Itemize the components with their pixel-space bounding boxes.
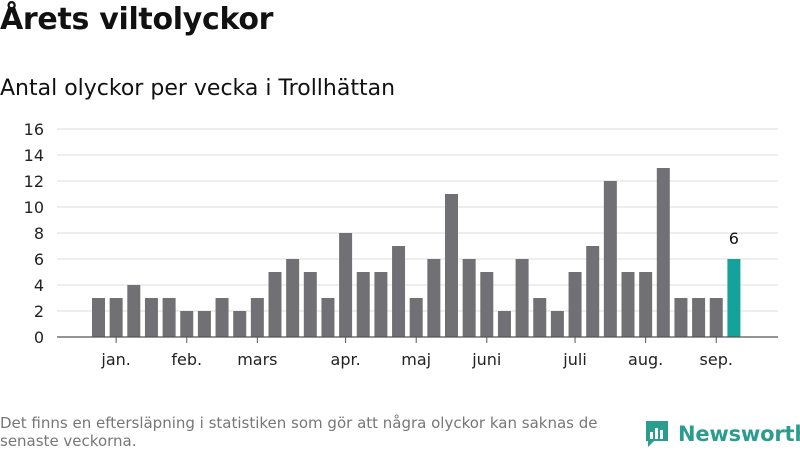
bar bbox=[550, 311, 564, 337]
bar bbox=[144, 298, 158, 337]
bar bbox=[180, 311, 194, 337]
bar bbox=[568, 272, 582, 337]
bar bbox=[197, 311, 211, 337]
y-tick-label: 14 bbox=[24, 146, 44, 165]
bar-value-label: 6 bbox=[729, 229, 739, 248]
bar bbox=[621, 272, 635, 337]
x-tick-label: apr. bbox=[331, 350, 361, 369]
bar bbox=[533, 298, 547, 337]
bar bbox=[215, 298, 229, 337]
footnote: Det finns en eftersläpning i statistiken… bbox=[0, 414, 598, 450]
brand-name: Newsworthy bbox=[678, 422, 800, 446]
bar bbox=[427, 259, 441, 337]
y-tick-label: 8 bbox=[34, 224, 44, 243]
bar bbox=[109, 298, 123, 337]
x-tick-label: sep. bbox=[700, 350, 733, 369]
bar bbox=[286, 259, 300, 337]
grid-lines bbox=[57, 128, 778, 312]
x-tick-label: juni bbox=[471, 350, 501, 369]
y-tick-label: 16 bbox=[24, 120, 44, 139]
bar bbox=[356, 272, 370, 337]
bar bbox=[339, 233, 353, 337]
bar bbox=[462, 259, 476, 337]
bar bbox=[250, 298, 264, 337]
bar bbox=[656, 168, 670, 337]
chart-subtitle: Antal olyckor per vecka i Trollhättan bbox=[0, 76, 396, 101]
bar bbox=[709, 298, 723, 337]
bar bbox=[674, 298, 688, 337]
bar bbox=[639, 272, 653, 337]
bar bbox=[321, 298, 335, 337]
y-tick-label: 6 bbox=[34, 250, 44, 269]
bar-chart-logo-icon bbox=[646, 421, 668, 447]
bar bbox=[515, 259, 529, 337]
bar bbox=[692, 298, 706, 337]
y-axis-ticks: 0 2 4 6 8 10 12 14 16 bbox=[24, 120, 44, 347]
y-tick-label: 2 bbox=[34, 302, 44, 321]
bar bbox=[374, 272, 388, 337]
x-tick-label: aug. bbox=[628, 350, 663, 369]
bar bbox=[409, 298, 423, 337]
bar bbox=[445, 194, 458, 337]
bar bbox=[392, 246, 406, 337]
bar bbox=[127, 285, 141, 337]
y-tick-label: 10 bbox=[24, 198, 44, 217]
bar bbox=[603, 181, 617, 337]
brand-logo[interactable]: Newsworthy bbox=[644, 418, 800, 450]
bar bbox=[162, 298, 176, 337]
x-tick-label: mars bbox=[237, 350, 277, 369]
bar bbox=[497, 311, 511, 337]
bar bbox=[268, 272, 282, 337]
x-tick-label: maj bbox=[401, 350, 431, 369]
x-tick-label: feb. bbox=[171, 350, 202, 369]
y-tick-label: 12 bbox=[24, 172, 44, 191]
bar bbox=[480, 272, 494, 337]
x-axis-ticks: jan. feb. mars apr. maj juni juli aug. sep. bbox=[100, 337, 733, 369]
bar bbox=[586, 246, 600, 337]
x-tick-label: juli bbox=[562, 350, 586, 369]
bar bbox=[233, 311, 247, 337]
bar bbox=[92, 298, 105, 337]
y-tick-label: 0 bbox=[34, 328, 44, 347]
highlighted-bar bbox=[727, 259, 741, 337]
y-tick-label: 4 bbox=[34, 276, 44, 295]
bar bbox=[303, 272, 317, 337]
chart-title: Årets viltolyckor bbox=[0, 2, 274, 37]
x-tick-label: jan. bbox=[100, 350, 130, 369]
bars: 6 bbox=[92, 168, 741, 337]
